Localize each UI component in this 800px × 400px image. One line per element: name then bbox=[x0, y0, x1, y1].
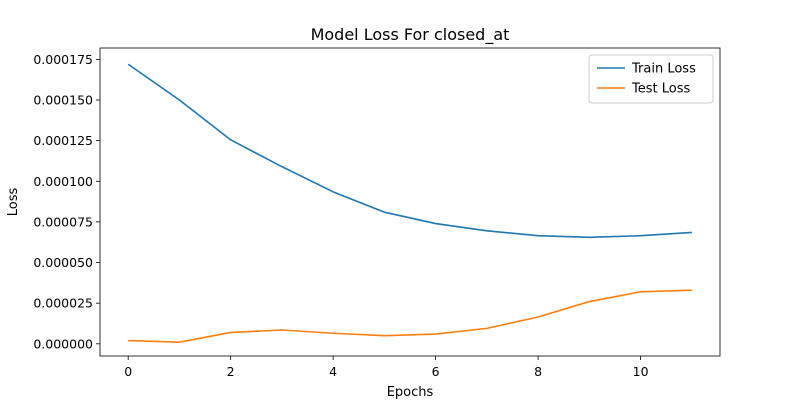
y-tick-label: 0.000025 bbox=[33, 296, 93, 311]
test-loss-line bbox=[128, 289, 692, 343]
y-tick-label: 0.000075 bbox=[33, 214, 93, 229]
x-tick-label: 4 bbox=[329, 364, 337, 379]
y-axis-ticks: 0.000000 0.000025 0.000050 0.000075 0.000100… bbox=[33, 52, 100, 351]
x-tick-label: 2 bbox=[227, 364, 235, 379]
legend-label: Train Loss bbox=[631, 62, 696, 77]
plot-frame bbox=[99, 47, 721, 357]
legend-label: Test Loss bbox=[631, 82, 690, 97]
y-tick-label: 0.000125 bbox=[33, 133, 93, 148]
x-tick-label: 6 bbox=[432, 364, 440, 379]
y-tick-label: 0.000100 bbox=[33, 174, 93, 189]
plot-lines bbox=[127, 63, 692, 343]
y-tick-label: 0.000000 bbox=[33, 336, 93, 351]
train-loss-line bbox=[127, 63, 692, 239]
legend: Train Loss Test Loss bbox=[588, 54, 714, 104]
x-tick-label: 0 bbox=[124, 364, 132, 379]
x-axis-label: Epochs bbox=[387, 385, 434, 400]
y-tick-label: 0.000150 bbox=[33, 93, 93, 108]
y-axis-label: Loss bbox=[6, 188, 21, 217]
y-tick-label: 0.000050 bbox=[33, 255, 93, 270]
x-tick-label: 8 bbox=[534, 364, 542, 379]
x-axis-ticks: 0 2 4 6 8 10 bbox=[124, 356, 649, 379]
legend-box bbox=[588, 54, 714, 104]
chart-title: Model Loss For closed_at bbox=[311, 25, 510, 45]
x-tick-label: 10 bbox=[633, 364, 649, 379]
y-tick-label: 0.000175 bbox=[33, 52, 93, 67]
